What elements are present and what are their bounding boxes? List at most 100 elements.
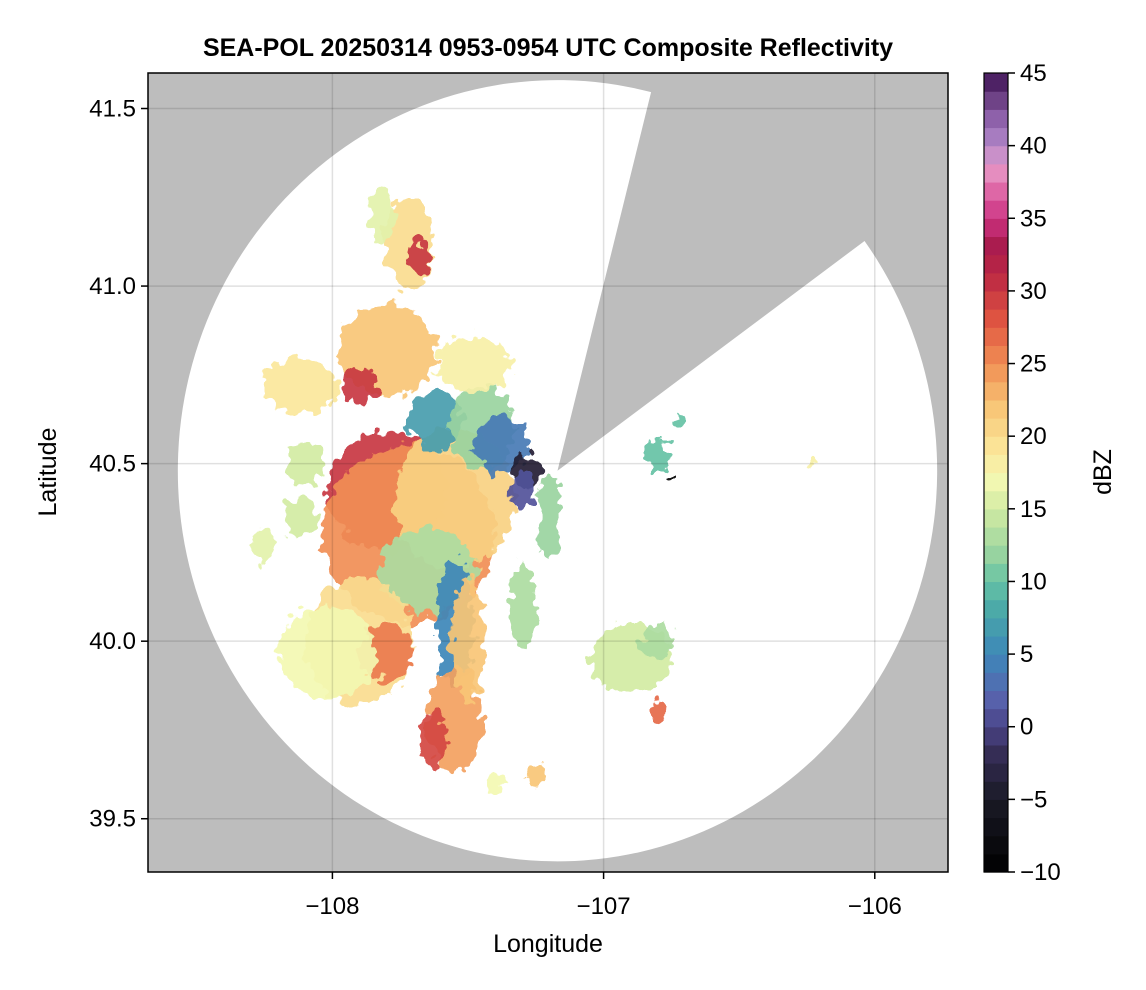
plot-frame bbox=[147, 72, 949, 873]
colorbar-tick-label: −10 bbox=[1020, 859, 1061, 886]
colorbar-tick-label: 30 bbox=[1020, 278, 1047, 305]
echo-cell bbox=[668, 476, 675, 484]
y-tick-label: 40.0 bbox=[89, 628, 136, 655]
echo-cell bbox=[261, 357, 338, 414]
colorbar-tick-label: 40 bbox=[1020, 133, 1047, 160]
colorbar-bin bbox=[984, 744, 1008, 764]
y-tick-label: 39.5 bbox=[89, 806, 136, 833]
echo-cell bbox=[286, 442, 325, 485]
colorbar-tick-label: 45 bbox=[1020, 60, 1047, 87]
colorbar-bin bbox=[984, 363, 1008, 383]
colorbar-tick-label: 0 bbox=[1020, 714, 1033, 741]
colorbar-bin bbox=[984, 635, 1008, 655]
colorbar-bin bbox=[984, 490, 1008, 510]
echo-cell bbox=[808, 459, 817, 468]
echo-cell bbox=[538, 474, 561, 560]
chart-title: SEA-POL 20250314 0953-0954 UTC Composite… bbox=[203, 34, 893, 62]
colorbar-tick-label: −5 bbox=[1020, 786, 1047, 813]
x-tick-label: −108 bbox=[305, 893, 359, 920]
colorbar-bin bbox=[984, 472, 1008, 492]
echo-cell bbox=[649, 697, 666, 727]
echo-cell bbox=[419, 712, 447, 770]
colorbar-bin bbox=[984, 254, 1008, 274]
colorbar-bin bbox=[984, 236, 1008, 256]
colorbar-tick-label: 20 bbox=[1020, 423, 1047, 450]
echo-cell bbox=[486, 772, 504, 794]
echo-cell bbox=[641, 623, 675, 659]
colorbar-bin bbox=[984, 835, 1008, 855]
colorbar-bin bbox=[984, 763, 1008, 782]
colorbar-tick-label: 10 bbox=[1020, 568, 1047, 595]
colorbar-bin bbox=[984, 817, 1008, 837]
colorbar-ticks: −10 −5 0 5 10 15 20 25 30 35 40 45 bbox=[1008, 60, 1061, 886]
colorbar-bin bbox=[984, 73, 1008, 92]
colorbar-bin bbox=[984, 181, 1008, 201]
colorbar-bin bbox=[984, 272, 1008, 292]
echo-cell bbox=[644, 442, 672, 471]
colorbar-label: dBZ bbox=[1089, 449, 1117, 495]
echo-cell bbox=[278, 605, 376, 698]
echo-cell bbox=[435, 335, 512, 393]
colorbar bbox=[983, 72, 1009, 873]
echo-cell bbox=[451, 577, 485, 706]
colorbar-bin bbox=[984, 381, 1008, 401]
colorbar-bin bbox=[984, 799, 1008, 819]
colorbar-bin bbox=[984, 545, 1008, 564]
echo-cell bbox=[408, 239, 431, 276]
echo-cell bbox=[253, 527, 276, 564]
colorbar-bin bbox=[984, 109, 1008, 129]
echo-cell bbox=[674, 413, 685, 429]
colorbar-bin bbox=[984, 563, 1008, 583]
grid-lines bbox=[148, 73, 948, 872]
colorbar-bin bbox=[984, 726, 1008, 746]
colorbar-bin bbox=[984, 418, 1008, 437]
colorbar-bin bbox=[984, 399, 1008, 419]
colorbar-bin bbox=[984, 200, 1008, 219]
colorbar-bin bbox=[984, 454, 1008, 474]
colorbar-bin bbox=[984, 654, 1008, 673]
colorbar-bin bbox=[984, 599, 1008, 619]
colorbar-bin bbox=[984, 708, 1008, 728]
colorbar-bin bbox=[984, 127, 1008, 147]
colorbar-bin bbox=[984, 581, 1008, 601]
y-axis: 39.5 40.0 40.5 41.0 41.5 bbox=[89, 96, 148, 833]
colorbar-bin bbox=[984, 327, 1008, 346]
colorbar-tick-label: 25 bbox=[1020, 351, 1047, 378]
colorbar-tick-label: 5 bbox=[1020, 641, 1033, 668]
colorbar-bin bbox=[984, 690, 1008, 710]
colorbar-bin bbox=[984, 163, 1008, 183]
echo-cell bbox=[283, 495, 317, 539]
colorbar-bin bbox=[984, 853, 1008, 873]
y-tick-label: 41.5 bbox=[89, 96, 136, 123]
y-axis-label: Latitude bbox=[34, 428, 62, 517]
colorbar-bin bbox=[984, 617, 1008, 637]
x-axis-label: Longitude bbox=[493, 930, 603, 958]
echo-cell bbox=[367, 186, 395, 244]
colorbar-tick-label: 35 bbox=[1020, 205, 1047, 232]
echo-cell bbox=[508, 563, 536, 649]
echo-cell bbox=[473, 417, 528, 475]
echo-cell bbox=[524, 765, 547, 787]
y-tick-label: 40.5 bbox=[89, 451, 136, 478]
echo-cell bbox=[408, 392, 463, 450]
colorbar-bin bbox=[984, 781, 1008, 800]
colorbar-bin bbox=[984, 91, 1008, 110]
colorbar-bin bbox=[984, 218, 1008, 238]
echo-layer bbox=[253, 186, 817, 794]
colorbar-bin bbox=[984, 672, 1008, 692]
colorbar-bin bbox=[984, 309, 1008, 328]
plot-area bbox=[147, 72, 949, 873]
echo-cell bbox=[508, 474, 536, 510]
x-axis: −108 −107 −106 bbox=[305, 872, 902, 920]
y-tick-label: 41.0 bbox=[89, 273, 136, 300]
colorbar-bin bbox=[984, 345, 1008, 365]
colorbar-bin bbox=[984, 526, 1008, 546]
colorbar-bin bbox=[984, 145, 1008, 165]
colorbar-bin bbox=[984, 290, 1008, 310]
colorbar-frame bbox=[983, 72, 1009, 873]
colorbar-bin bbox=[984, 436, 1008, 455]
x-tick-label: −106 bbox=[848, 893, 902, 920]
echo-cell bbox=[340, 367, 379, 404]
colorbar-tick-label: 15 bbox=[1020, 496, 1047, 523]
